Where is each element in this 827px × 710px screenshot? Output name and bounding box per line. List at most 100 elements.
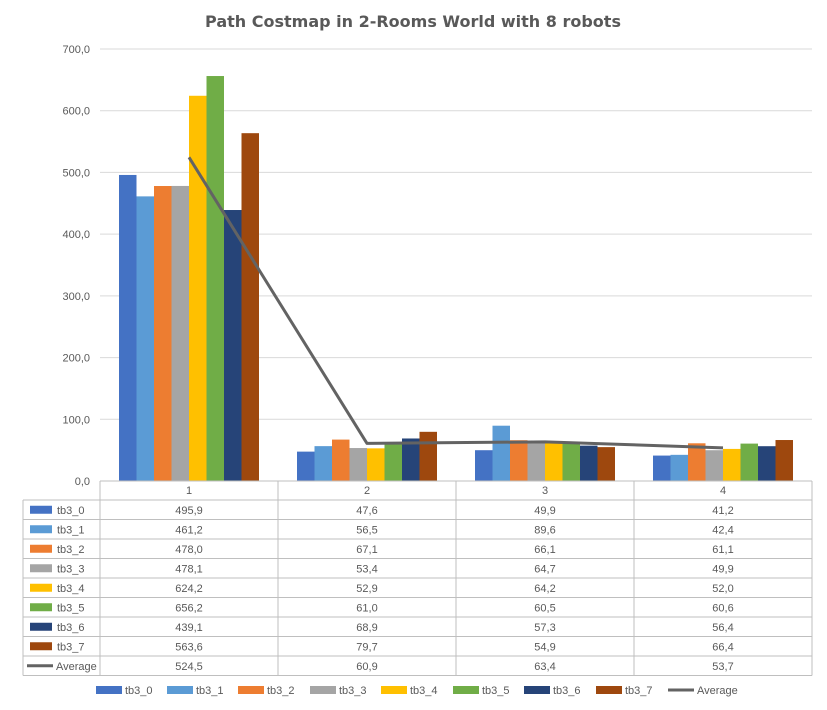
table-cell-value: 524,5 [175,661,203,673]
bar-tb3_4-3 [545,441,563,481]
bar-tb3_4-1 [189,95,207,482]
legend-key-tb3_7 [596,686,622,694]
table-cell-value: 63,4 [534,661,555,673]
bar-tb3_3-1 [171,185,189,481]
bar-tb3_6-1 [224,210,242,481]
bar-tb3_0-1 [119,174,137,481]
legend-label: tb3_4 [410,685,438,697]
legend-label: tb3_6 [553,685,581,697]
bar-tb3_5-1 [206,76,224,482]
bar-tb3_7-2 [419,431,437,481]
legend-key-tb3_2 [238,686,264,694]
legend-key-tb3_1 [167,686,193,694]
bar-tb3_7-3 [597,447,615,481]
table-cell-value: 64,2 [534,583,555,595]
table-cell-value: 439,1 [175,622,203,634]
bar-tb3_3-3 [527,441,545,481]
bar-tb3_5-2 [384,443,402,481]
bar-tb3_2-4 [688,443,706,481]
table-legend-key-tb3_2 [30,544,52,553]
y-tick-label: 200,0 [62,353,90,365]
table-cell-value: 60,5 [534,602,555,614]
legend-label: tb3_0 [125,685,153,697]
table-cell-value: 47,6 [356,505,377,517]
y-tick-label: 0,0 [75,476,90,488]
x-tick-label: 3 [542,485,548,497]
bar-tb3_2-2 [332,439,350,481]
legend-key-tb3_5 [453,686,479,694]
table-cell-value: 61,0 [356,602,377,614]
legend-label: tb3_5 [482,685,510,697]
table-cell-value: 66,1 [534,544,555,556]
table-legend-key-tb3_3 [30,564,52,573]
legend-key-tb3_3 [310,686,336,694]
average-line [187,156,724,450]
bar-tb3_4-2 [367,448,385,481]
table-cell-value: 53,4 [356,563,377,575]
legend-key-tb3_0 [96,686,122,694]
bar-tb3_3-2 [349,448,367,481]
bar-tb3_2-3 [510,440,528,481]
bar-tb3_7-4 [775,440,793,481]
y-tick-label: 700,0 [62,44,90,56]
bar-tb3_4-4 [723,448,741,481]
table-cell-value: 61,1 [712,544,733,556]
bar-tb3_5-4 [740,443,758,481]
table-cell-value: 68,9 [356,622,377,634]
table-cell-value: 49,9 [712,563,733,575]
legend-label: tb3_1 [196,685,224,697]
table-cell-value: 66,4 [712,641,733,653]
y-tick-label: 400,0 [62,229,90,241]
y-tick-label: 100,0 [62,414,90,426]
table-cell-value: 89,6 [534,524,555,536]
table-cell-value: 52,0 [712,583,733,595]
y-tick-label: 600,0 [62,106,90,118]
table-cell-value: 54,9 [534,641,555,653]
table-row-label: tb3_4 [57,583,85,595]
y-tick-label: 500,0 [62,167,90,179]
table-cell-value: 563,6 [175,641,203,653]
bar-tb3_3-4 [705,450,723,481]
table-cell-value: 56,5 [356,524,377,536]
table-row-label: tb3_0 [57,505,85,517]
table-cell-value: 656,2 [175,602,203,614]
table-legend-key-tb3_4 [30,583,52,592]
table-row-label: tb3_5 [57,602,85,614]
table-cell-value: 478,0 [175,544,203,556]
y-tick-label: 300,0 [62,291,90,303]
table-legend-key-tb3_7 [30,642,52,651]
legend-label: tb3_7 [625,685,653,697]
table-row-label: tb3_2 [57,544,85,556]
bar-tb3_0-2 [297,451,315,481]
table-legend-key-tb3_0 [30,505,52,514]
bar-tb3_0-4 [653,455,671,481]
chart-title: Path Costmap in 2-Rooms World with 8 rob… [205,12,621,31]
bar-tb3_1-3 [492,425,510,481]
legend-label: tb3_3 [339,685,367,697]
x-tick-label: 1 [186,485,192,497]
data-table: 1 2 3 4 tb3_0 495,9 47,6 49,9 41,2 tb3_1 461,2 56,5… [22,480,813,676]
average-series-line [187,156,724,450]
table-cell-value: 57,3 [534,622,555,634]
bar-tb3_0-3 [475,450,493,481]
table-cell-value: 53,7 [712,661,733,673]
bar-tb3_6-2 [402,438,420,481]
table-legend-key-tb3_1 [30,525,52,534]
table-cell-value: 41,2 [712,505,733,517]
table-cell-value: 56,4 [712,622,733,634]
table-cell-value: 67,1 [356,544,377,556]
bar-tb3_1-4 [670,454,688,481]
y-axis: 0,0 100,0 200,0 300,0 400,0 500,0 600,0 700,0 [62,44,90,488]
bar-tb3_7-1 [241,133,259,481]
table-row-label: tb3_6 [57,622,85,634]
legend: tb3_0 tb3_1 tb3_2 tb3_3 tb3_4 tb3_5 tb3_6 tb3_7… [96,685,738,697]
table-cell-value: 42,4 [712,524,733,536]
bar-tb3_1-1 [136,196,154,481]
table-row-label: tb3_3 [57,563,85,575]
bar-tb3_5-3 [562,443,580,481]
bar-tb3_6-3 [580,445,598,481]
legend-label: tb3_2 [267,685,295,697]
table-cell-value: 64,7 [534,563,555,575]
